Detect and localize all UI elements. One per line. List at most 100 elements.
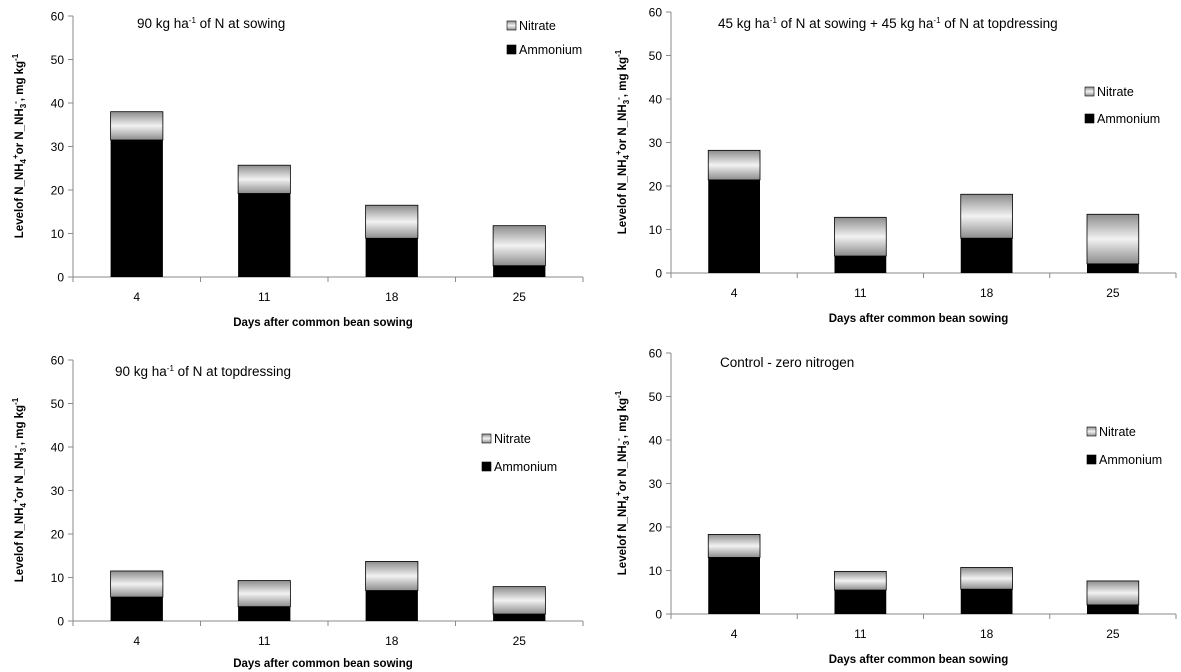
y-axis-label-group: Levelof N_NH4+or N_NH3-, mg kg-1 — [11, 53, 28, 238]
chart-panel-4: 0 10 20 30 40 50 60 4 11 18 25 Control - zero nitro… — [614, 347, 1177, 666]
x-tick-label: 4 — [731, 627, 738, 641]
y-tick-label: 10 — [51, 571, 65, 585]
bar-nitrate — [960, 193, 1013, 239]
bar-ammonium — [365, 238, 418, 277]
legend-swatch-nitrate — [481, 433, 492, 444]
y-axis-label: Levelof N_NH4+or N_NH3-, mg kg-1 — [614, 390, 631, 575]
y-tick-label: 20 — [51, 528, 65, 542]
x-tick-label: 4 — [133, 290, 140, 304]
y-tick-label: 0 — [57, 271, 64, 285]
bar-ammonium — [238, 606, 291, 621]
bar-nitrate — [237, 580, 291, 608]
chart-panel-2: 0 10 20 30 40 50 60 4 11 18 25 45 kg ha-1 of N at s… — [614, 6, 1177, 325]
y-tick-label: 20 — [51, 184, 65, 198]
bar-nitrate — [1086, 213, 1140, 265]
x-tick-label: 18 — [385, 290, 399, 304]
bar-nitrate — [707, 149, 761, 181]
legend-swatch-nitrate — [506, 20, 517, 31]
y-tick-label: 30 — [51, 484, 65, 498]
y-tick-label: 60 — [649, 6, 663, 20]
y-tick-label: 50 — [649, 49, 663, 63]
y-tick-label: 20 — [649, 180, 663, 194]
bar-nitrate — [237, 164, 291, 194]
y-tick-label: 50 — [649, 390, 663, 404]
bar-nitrate — [960, 567, 1013, 590]
y-tick-label: 0 — [655, 267, 662, 281]
legend-swatch-ammonium — [1084, 113, 1095, 124]
bar-ammonium — [834, 256, 887, 273]
x-axis-label: Days after common bean sowing — [829, 654, 1009, 666]
bar-nitrate — [834, 570, 887, 591]
y-tick-label: 50 — [51, 53, 65, 67]
chart-title: 90 kg ha-1 of N at topdressing — [115, 364, 291, 379]
x-tick-label: 11 — [854, 627, 867, 641]
x-tick-label: 25 — [513, 634, 527, 648]
y-axis-label: Levelof N_NH4+or N_NH3-, mg kg-1 — [614, 49, 631, 234]
chart-panel-1: 0 10 20 30 40 50 60 4 11 18 25 90 kg ha-1 of N at s… — [11, 10, 584, 329]
y-tick-label: 10 — [649, 564, 663, 578]
legend-label-nitrate: Nitrate — [1099, 425, 1136, 439]
y-tick-label: 0 — [57, 615, 64, 629]
bar-ammonium — [493, 265, 546, 277]
bar-ammonium — [708, 557, 761, 614]
bar-nitrate — [834, 216, 887, 257]
x-tick-label: 11 — [258, 290, 271, 304]
chart-title: Control - zero nitrogen — [720, 355, 854, 370]
bar-ammonium — [365, 590, 418, 621]
bar-ammonium — [238, 193, 291, 277]
y-tick-label: 0 — [655, 608, 662, 622]
bar-ammonium — [1086, 604, 1139, 614]
x-tick-label: 11 — [854, 286, 867, 300]
x-tick-label: 18 — [385, 634, 399, 648]
bar-ammonium — [960, 589, 1013, 614]
bar-ammonium — [110, 139, 163, 277]
x-axis-label: Days after common bean sowing — [829, 313, 1009, 325]
y-tick-label: 30 — [649, 477, 663, 491]
chart-title: 90 kg ha-1 of N at sowing — [137, 16, 285, 31]
bar-nitrate — [707, 533, 761, 558]
x-tick-label: 25 — [1106, 286, 1120, 300]
legend-swatch-nitrate — [1084, 86, 1095, 97]
x-tick-label: 25 — [513, 290, 527, 304]
legend-label-ammonium: Ammonium — [1097, 112, 1160, 126]
legend-label-nitrate: Nitrate — [519, 19, 556, 33]
y-tick-label: 40 — [51, 441, 65, 455]
y-tick-label: 60 — [51, 10, 65, 24]
legend-swatch-nitrate — [1086, 426, 1097, 437]
y-tick-label: 40 — [649, 93, 663, 107]
y-tick-label: 60 — [649, 347, 663, 361]
bar-ammonium — [110, 597, 163, 621]
bar-ammonium — [1086, 263, 1139, 273]
bar-ammonium — [960, 238, 1013, 273]
y-tick-label: 10 — [51, 227, 65, 241]
bar-ammonium — [493, 614, 546, 621]
y-tick-label: 40 — [51, 97, 65, 111]
legend-swatch-ammonium — [506, 44, 517, 55]
legend-label-nitrate: Nitrate — [1097, 85, 1134, 99]
chart-panel-3: 0 10 20 30 40 50 60 4 11 18 25 90 kg ha-1 of N at t… — [11, 354, 584, 670]
legend-label-nitrate: Nitrate — [494, 432, 531, 446]
bar-nitrate — [1086, 580, 1140, 606]
bar-nitrate — [110, 570, 164, 598]
x-tick-label: 18 — [980, 286, 994, 300]
legend-label-ammonium: Ammonium — [494, 460, 557, 474]
x-tick-label: 25 — [1106, 627, 1120, 641]
y-axis-label-group: Levelof N_NH4+or N_NH3-, mg kg-1 — [614, 49, 631, 234]
y-axis-label: Levelof N_NH4+or N_NH3-, mg kg-1 — [11, 53, 28, 238]
x-tick-label: 11 — [258, 634, 271, 648]
bar-nitrate — [492, 225, 546, 267]
bar-nitrate — [365, 204, 419, 239]
x-axis-label: Days after common bean sowing — [233, 317, 413, 329]
bar-nitrate — [492, 586, 546, 615]
x-axis-label: Days after common bean sowing — [233, 658, 413, 670]
legend-label-ammonium: Ammonium — [519, 43, 582, 57]
bar-nitrate — [110, 111, 164, 141]
chart-title: 45 kg ha-1 of N at sowing + 45 kg ha-1 o… — [718, 16, 1058, 31]
y-axis-label-group: Levelof N_NH4+or N_NH3-, mg kg-1 — [614, 390, 631, 575]
legend-swatch-ammonium — [1086, 454, 1097, 465]
y-tick-label: 30 — [649, 136, 663, 150]
y-axis-label: Levelof N_NH4+or N_NH3-, mg kg-1 — [11, 397, 28, 582]
y-tick-label: 30 — [51, 140, 65, 154]
bar-ammonium — [834, 590, 887, 614]
